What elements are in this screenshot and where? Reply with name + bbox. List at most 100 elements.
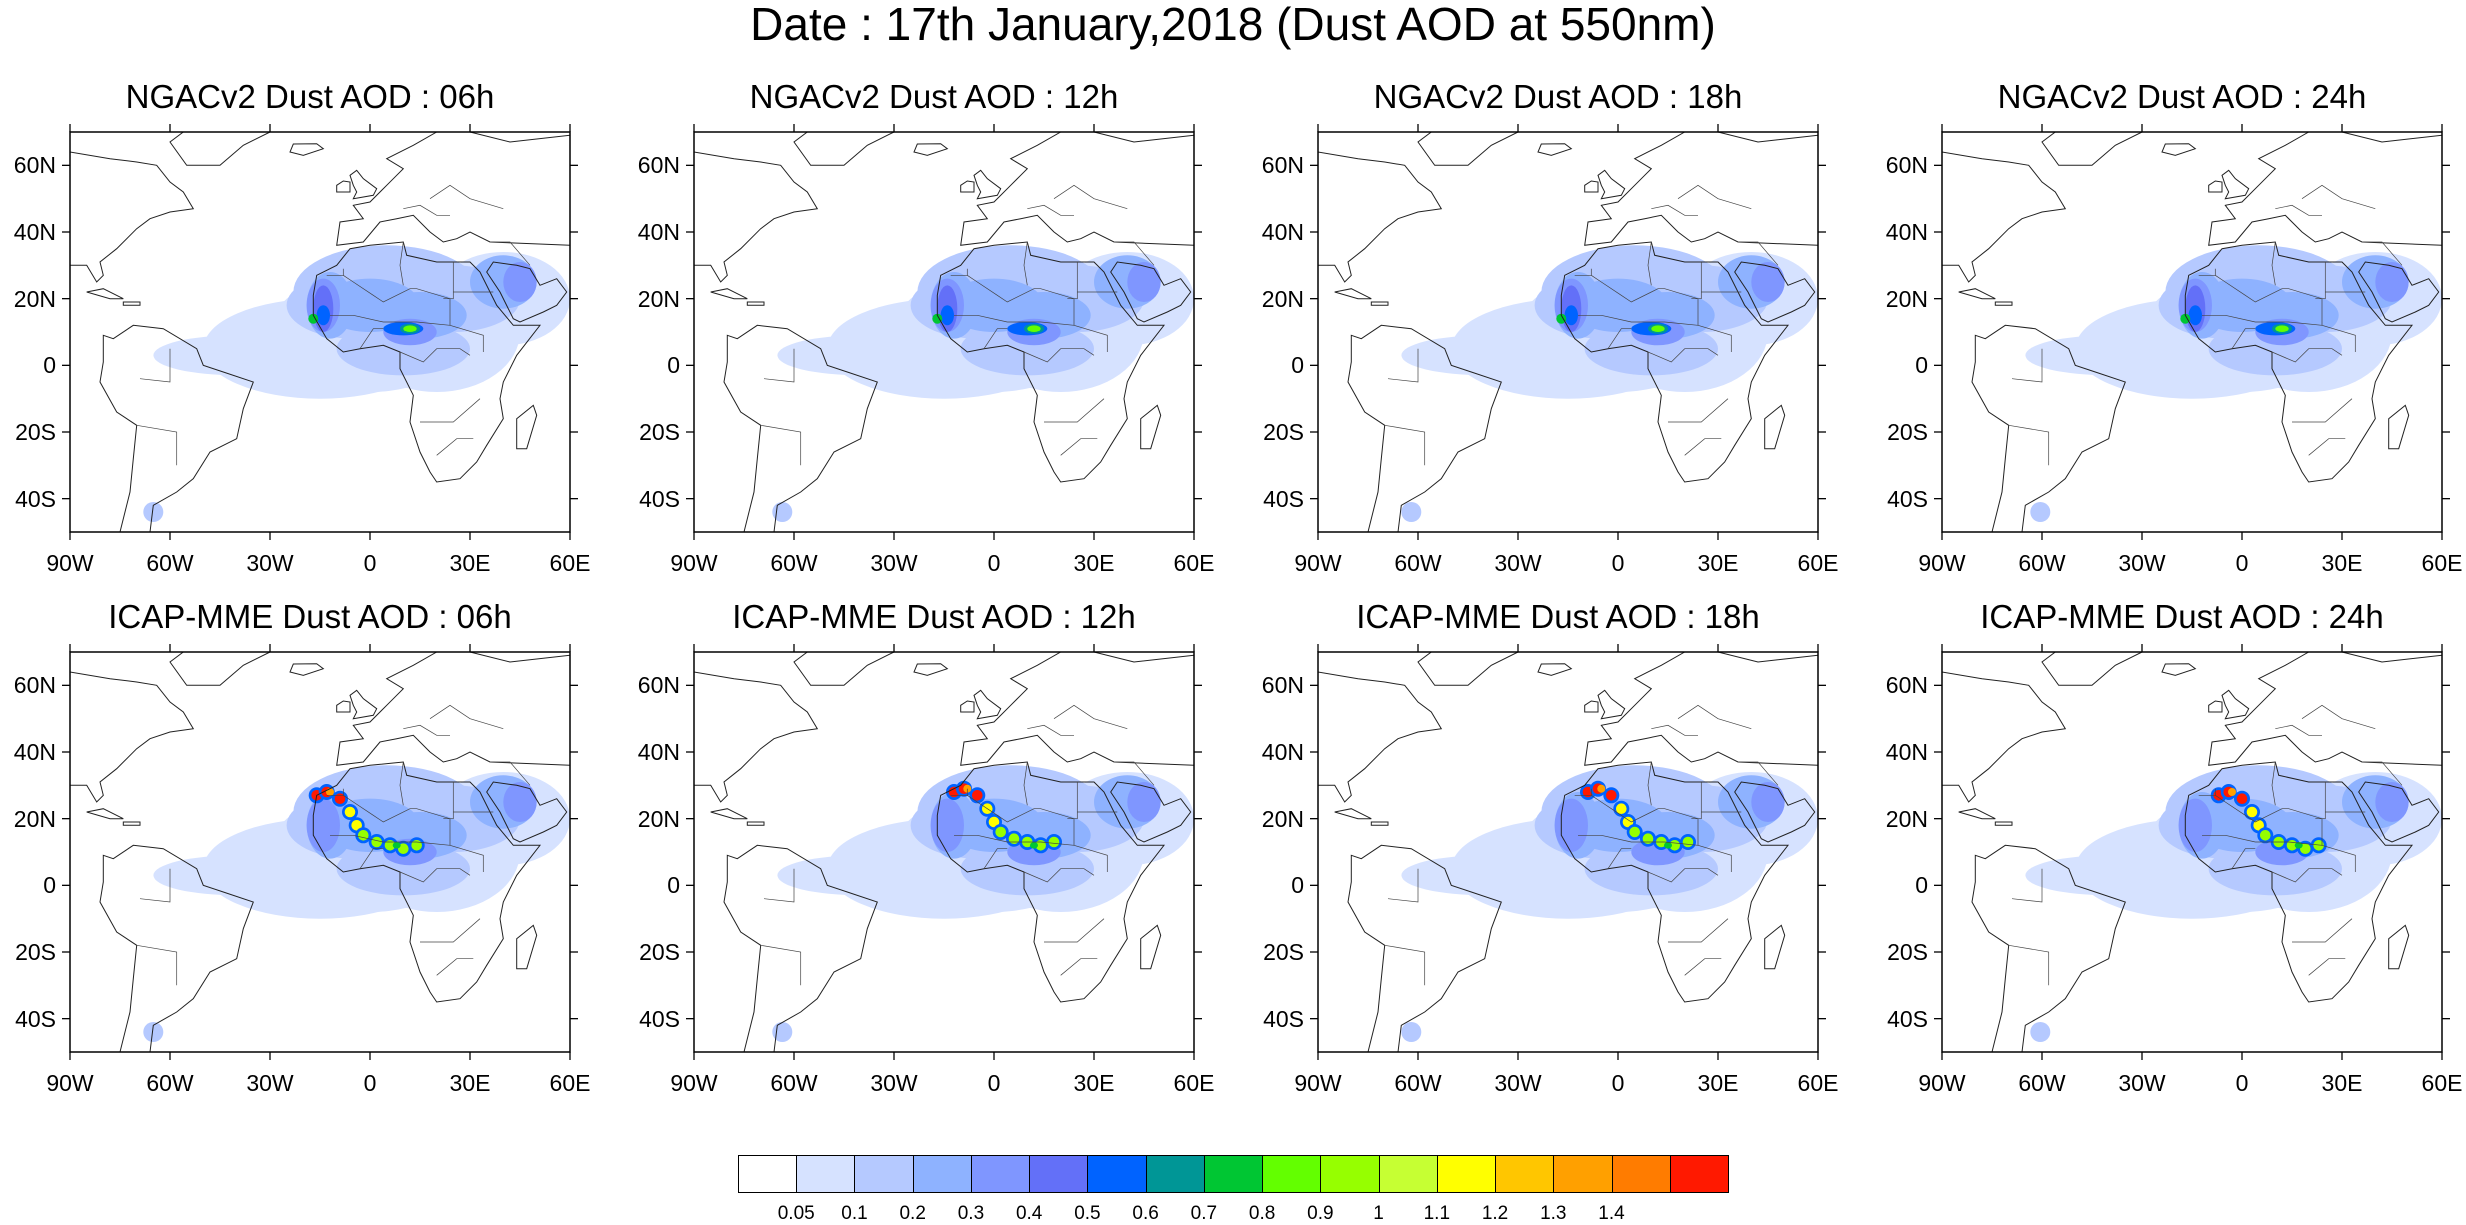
country-border [967,795,1075,846]
map-panel: NGACv2 Dust AOD : 06h 60N 40N 20N 0 20S 40S 90W… [0,78,620,618]
lon-tick-label: 30W [2118,550,2166,576]
lat-tick-label: 0 [667,872,680,899]
map-frame [69,651,571,1053]
coastline-ireland [1584,180,1599,193]
country-border [1027,204,1074,216]
coastline-north-america-east [1318,671,1443,803]
coastline-uk [2221,169,2250,200]
dust-shading [1030,842,1038,849]
dust-shading [2236,793,2248,804]
dust-shading [1554,798,1588,852]
colorbar-box [1378,1155,1438,1193]
country-border [1607,328,1632,349]
lon-tick-label: 90W [1918,550,1966,576]
lon-tick-label: 60W [2018,550,2066,576]
country-border [136,944,178,986]
country-border [1027,724,1074,736]
coastline-hispaniola [1994,821,2013,826]
dust-shading [2294,842,2303,849]
lat-tick-label: 60N [1261,152,1304,179]
dust-shading [1027,325,1041,332]
lon-tick-label: 0 [1611,1070,1625,1096]
dust-shading [2253,820,2264,831]
country-border [1023,241,1028,286]
country-border [954,834,1075,846]
map-frame [693,651,1195,1053]
dust-shading [2030,502,2051,522]
dust-shading [972,790,983,801]
country-border [1647,241,1652,286]
coastline-greenland [1417,132,1519,166]
colorbar-box [1203,1155,1264,1193]
country-border [1647,868,1719,883]
lon-tick-label: 30W [1494,550,1542,576]
country-border [1668,398,1729,423]
country-border [2362,761,2403,786]
coastline-cuba [1334,808,1372,820]
lon-tick-label: 0 [2235,550,2249,576]
dust-shading [1401,1022,1422,1042]
map-frame [693,131,1195,533]
coastline-europe [336,652,570,766]
lat-tick-label: 20N [637,805,680,832]
lon-tick-label: 30W [2118,1070,2166,1096]
coastline-arabia [2358,261,2440,323]
colorbar-box [1320,1155,1380,1193]
coastline-madagascar [2388,924,2410,970]
coastline-africa [936,761,1166,1003]
colorbar-label: 0.6 [1132,1203,1159,1224]
lon-tick-label: 90W [1294,550,1342,576]
country-border [967,275,1075,326]
dust-aod-map [1934,124,2450,540]
dust-shading [995,826,1006,838]
country-border [139,348,171,383]
dust-shading [2246,806,2258,818]
coastline-iceland [289,663,325,676]
panel-title: ICAP-MME Dust AOD : 24h [1980,598,2384,635]
lat-tick-label: 20N [637,285,680,312]
dust-aod-map [62,124,578,540]
lat-tick-label: 40S [15,485,56,512]
dust-aod-map [686,124,1202,540]
dust-shading [1629,826,1640,838]
map-panel: NGACv2 Dust AOD : 12h 60N 40N 20N 0 20S 40S 90W… [624,78,1244,618]
colorbar-label: 0.8 [1248,1203,1276,1224]
colorbar-box [738,1155,798,1193]
lat-tick-label: 20S [1887,419,1928,445]
coastline-hispaniola [1994,301,2013,306]
coastline-uk [1597,169,1626,200]
lat-tick-label: 20N [1261,285,1304,312]
coastline-greenland [169,652,271,686]
lat-tick-label: 60N [1261,672,1304,699]
country-border [330,314,451,326]
dust-shading [2260,830,2271,841]
country-border [1651,204,1698,216]
dust-shading [2025,335,2192,376]
lat-tick-label: 40S [1263,485,1304,512]
country-border [1023,868,1095,883]
lon-tick-label: 30E [1073,550,1115,576]
colorbar-label: 1.4 [1598,1203,1625,1224]
country-border [2271,868,2343,883]
country-border [1738,241,1779,266]
country-border [2202,314,2323,326]
country-border [1578,834,1699,846]
coastline-europe [960,132,1194,246]
country-border [2231,328,2256,349]
coastline-europe [2208,652,2442,766]
country-border [1114,761,1155,786]
country-border [2308,958,2346,976]
coastline-arabia [1734,261,1816,323]
coastline-greenland [1417,652,1519,686]
colorbar-box [1669,1155,1729,1193]
country-border [449,324,484,352]
dust-shading [2188,305,2202,326]
country-border [2315,262,2326,300]
coastline-uk [973,689,1002,720]
lon-tick-label: 90W [1294,1070,1342,1096]
colorbar-label: 0.7 [1190,1203,1218,1224]
country-border [2011,868,2043,903]
country-border [2271,241,2276,286]
coastline-arabia [486,261,568,323]
dust-aod-map [1310,124,1826,540]
